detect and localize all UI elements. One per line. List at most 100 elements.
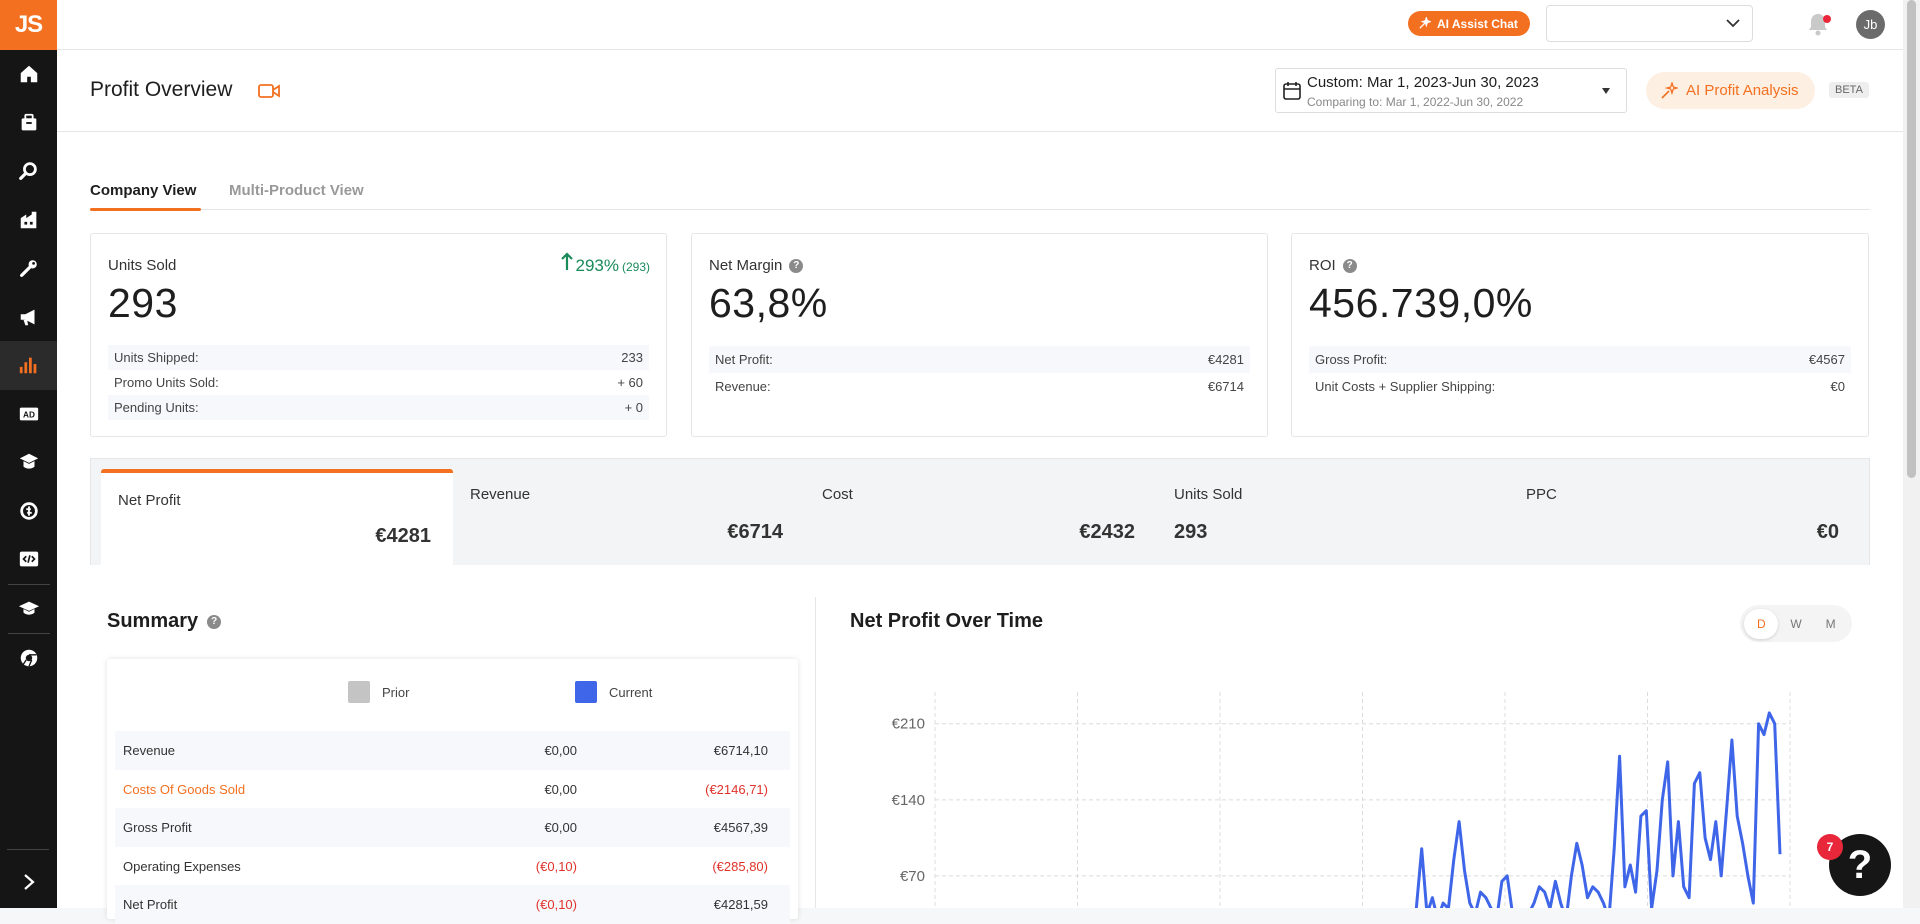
marketing-megaphone-icon	[20, 309, 34, 325]
date-range-label: Custom: Mar 1, 2023-Jun 30, 2023	[1307, 74, 1539, 91]
net-profit-chart: €210 €140 €70	[892, 692, 1791, 908]
nav-chrome-extension[interactable]	[0, 634, 57, 683]
chart-y-tick-label: €140	[892, 792, 925, 809]
summary-row-current: (€2146,71)	[705, 781, 768, 797]
chart-title: Net Profit Over Time	[850, 610, 1044, 632]
units-sold-value: 293	[108, 280, 178, 326]
period-month-button[interactable]: M	[1825, 616, 1836, 631]
notification-bell-icon[interactable]	[1807, 12, 1829, 36]
summary-title: Summary ?	[107, 610, 222, 633]
legend-swatch-prior	[348, 681, 370, 703]
ai-profit-analysis-button[interactable]: AI Profit Analysis	[1646, 72, 1815, 109]
metric-label: Units Sold	[1174, 486, 1243, 503]
summary-row-current: (€285,80)	[712, 858, 768, 874]
page-scrollbar[interactable]	[1903, 0, 1920, 908]
period-toggle: D W M	[1740, 605, 1852, 642]
nav-supplier-database[interactable]	[0, 196, 57, 245]
tab-company-view[interactable]: Company View	[90, 182, 197, 199]
net-profit-row: Net Profit: €4281	[709, 346, 1250, 373]
metric-label: Net Profit	[118, 492, 181, 509]
unit-costs-row: Unit Costs + Supplier Shipping: €0	[1309, 373, 1851, 400]
chevron-right-icon	[23, 874, 35, 890]
help-chat-button[interactable]: ?	[1829, 834, 1891, 896]
help-icon[interactable]: ?	[789, 258, 804, 273]
sidebar-divider	[7, 583, 50, 585]
summary-row-label: Revenue	[123, 743, 176, 758]
help-icon[interactable]: ?	[207, 614, 222, 629]
scrollbar-thumb[interactable]	[1907, 0, 1916, 478]
ai-assist-chat-button[interactable]: AI Assist Chat	[1408, 11, 1530, 36]
help-icon[interactable]: ?	[1342, 258, 1357, 273]
video-tutorial-icon[interactable]	[258, 83, 280, 99]
metric-value: €4281	[375, 525, 431, 547]
marketplace-select[interactable]	[1546, 5, 1753, 42]
top-bar: AI Assist Chat Jb	[57, 0, 1903, 50]
nav-academy[interactable]	[0, 438, 57, 487]
chart-series-line	[1414, 711, 1782, 908]
view-tabs: Company View Multi-Product View	[90, 174, 1870, 211]
ai-assist-chat-label: AI Assist Chat	[1437, 16, 1518, 31]
section-divider	[815, 597, 816, 908]
keyword-tools-icon	[19, 260, 37, 278]
chart-y-tick-label: €70	[900, 868, 925, 885]
jungle-scout-logo[interactable]: JS	[0, 0, 57, 50]
nav-training[interactable]	[0, 585, 57, 634]
ai-profit-analysis-label: AI Profit Analysis	[1686, 82, 1799, 99]
row-value: €0	[1830, 379, 1845, 394]
metric-tab-units-sold[interactable]: Units Sold 293	[1157, 469, 1509, 566]
units-sold-card: Units Sold 293% (293) 293 Units Shipped:…	[90, 233, 667, 437]
legend-label: Current	[609, 684, 653, 700]
summary-row-net-profit: Net Profit (€0,10) €4281,59	[115, 885, 790, 924]
summary-row-current: €4567,39	[713, 820, 768, 835]
nav-keyword-tools[interactable]	[0, 244, 57, 293]
row-label: Revenue:	[715, 379, 771, 394]
summary-row-label: Operating Expenses	[123, 858, 241, 874]
metrics-tabs: Net Profit €4281 Revenue €6714 Cost €243…	[90, 458, 1870, 566]
metric-tab-revenue[interactable]: Revenue €6714	[453, 469, 805, 566]
roi-label-text: ROI	[1309, 257, 1336, 274]
trend-percent: 293%	[575, 256, 619, 275]
comparing-range-label: Comparing to: Mar 1, 2022-Jun 30, 2022	[1307, 95, 1524, 109]
sidebar-expand-button[interactable]	[0, 862, 57, 902]
metric-tab-ppc[interactable]: PPC €0	[1509, 469, 1861, 566]
roi-value: 456.739,0%	[1309, 280, 1533, 326]
promo-units-row: Promo Units Sold: + 60	[108, 370, 649, 395]
metric-value: €0	[1816, 521, 1839, 543]
row-value: + 60	[617, 375, 643, 390]
user-avatar[interactable]: Jb	[1856, 10, 1885, 39]
sidebar: JS AD	[0, 0, 57, 908]
summary-row-current: €4281,59	[713, 897, 768, 912]
nav-product-database[interactable]	[0, 99, 57, 148]
nav-advertising[interactable]: AD	[0, 390, 57, 439]
legend-current: Current	[575, 681, 652, 703]
nav-developer[interactable]	[0, 535, 57, 584]
row-value: + 0	[624, 400, 643, 415]
metric-tab-net-profit[interactable]: Net Profit €4281	[101, 469, 453, 566]
caret-down-icon	[1602, 88, 1610, 94]
summary-row-label: Net Profit	[123, 897, 178, 912]
nav-analytics[interactable]	[0, 341, 57, 390]
metric-tab-cost[interactable]: Cost €2432	[805, 469, 1157, 566]
gross-profit-row: Gross Profit: €4567	[1309, 346, 1851, 373]
nav-coins[interactable]	[0, 487, 57, 536]
pending-units-row: Pending Units: + 0	[108, 395, 649, 420]
sidebar-divider	[7, 849, 49, 850]
nav-home[interactable]	[0, 50, 57, 99]
roi-label: ROI?	[1309, 257, 1357, 274]
sparkle-wand-icon	[1661, 81, 1678, 99]
nav-marketing[interactable]	[0, 293, 57, 342]
period-day-button[interactable]: D	[1744, 608, 1779, 639]
tab-multi-product-view[interactable]: Multi-Product View	[229, 182, 364, 199]
page-title: Profit Overview	[90, 78, 233, 101]
nav-product-tracker[interactable]	[0, 147, 57, 196]
summary-row-label[interactable]: Costs Of Goods Sold	[123, 781, 246, 797]
date-range-picker[interactable]: Custom: Mar 1, 2023-Jun 30, 2023 Compari…	[1275, 68, 1627, 113]
summary-table: Prior Current Revenue €0,00 €6714,10 Cos…	[107, 659, 798, 924]
summary-row-revenue: Revenue €0,00 €6714,10	[115, 731, 790, 770]
net-margin-label: Net Margin?	[709, 257, 804, 274]
row-value: 233	[621, 350, 643, 365]
metric-label: Cost	[822, 486, 853, 503]
period-week-button[interactable]: W	[1790, 616, 1802, 631]
row-value: €4281	[1207, 352, 1244, 367]
trend-count: (293)	[621, 260, 650, 274]
